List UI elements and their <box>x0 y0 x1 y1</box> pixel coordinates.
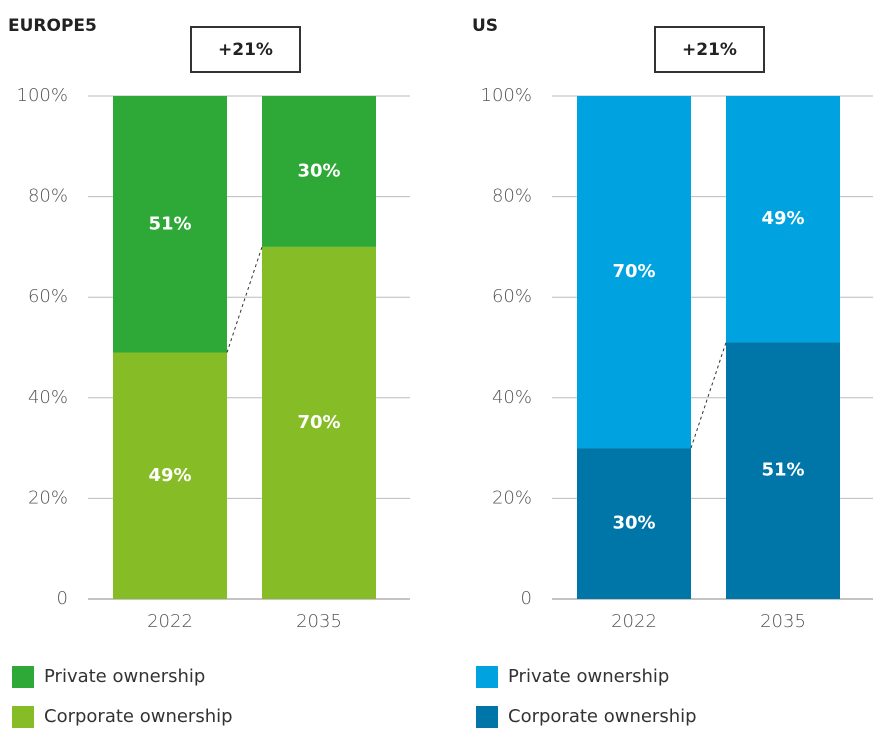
legend-label: Private ownership <box>44 666 205 687</box>
chart-title: EUROPE5 <box>8 16 97 36</box>
bar-segment <box>577 96 691 449</box>
connector <box>690 342 727 449</box>
x-tick-label: 2035 <box>296 611 342 632</box>
y-tick-label: 40% <box>28 387 68 408</box>
y-tick-label: 0 <box>521 588 532 609</box>
annotation-box <box>190 26 301 73</box>
y-tick-label: 40% <box>492 387 532 408</box>
value-label: 49% <box>761 208 804 229</box>
annotation-box <box>654 26 765 73</box>
x-tick-label: 2022 <box>147 611 193 632</box>
legend-label: Corporate ownership <box>44 706 233 727</box>
legend-label: Corporate ownership <box>508 706 697 727</box>
y-tick-label: 20% <box>28 487 68 508</box>
legend-swatch <box>12 666 34 688</box>
bar-segment <box>113 352 227 599</box>
legend-swatch <box>476 666 498 688</box>
connector <box>226 246 263 353</box>
y-tick-label: 80% <box>28 186 68 207</box>
y-tick-label: 100% <box>17 85 68 106</box>
chart-title: US <box>472 16 498 36</box>
value-label: 30% <box>612 513 655 534</box>
value-label: 49% <box>148 465 191 486</box>
annotation: +21% <box>218 40 273 60</box>
bar-segment <box>262 96 376 247</box>
bar-segment <box>726 342 840 599</box>
x-tick-label: 2035 <box>760 611 806 632</box>
value-label: 70% <box>612 261 655 282</box>
bar-segment <box>577 448 691 599</box>
y-tick-label: 60% <box>28 286 68 307</box>
bar-segment <box>262 246 376 599</box>
y-tick-label: 80% <box>492 186 532 207</box>
legend-label: Private ownership <box>508 666 669 687</box>
y-tick-label: 100% <box>481 85 532 106</box>
legend-swatch <box>12 706 34 728</box>
y-tick-label: 60% <box>492 286 532 307</box>
x-tick-label: 2022 <box>611 611 657 632</box>
value-label: 30% <box>297 160 340 181</box>
value-label: 70% <box>297 412 340 433</box>
value-label: 51% <box>761 460 804 481</box>
legend-swatch <box>476 706 498 728</box>
y-tick-label: 20% <box>492 487 532 508</box>
value-label: 51% <box>148 213 191 234</box>
bar-segment <box>726 96 840 343</box>
y-tick-label: 0 <box>57 588 68 609</box>
bar-segment <box>113 96 227 353</box>
annotation: +21% <box>682 40 737 60</box>
